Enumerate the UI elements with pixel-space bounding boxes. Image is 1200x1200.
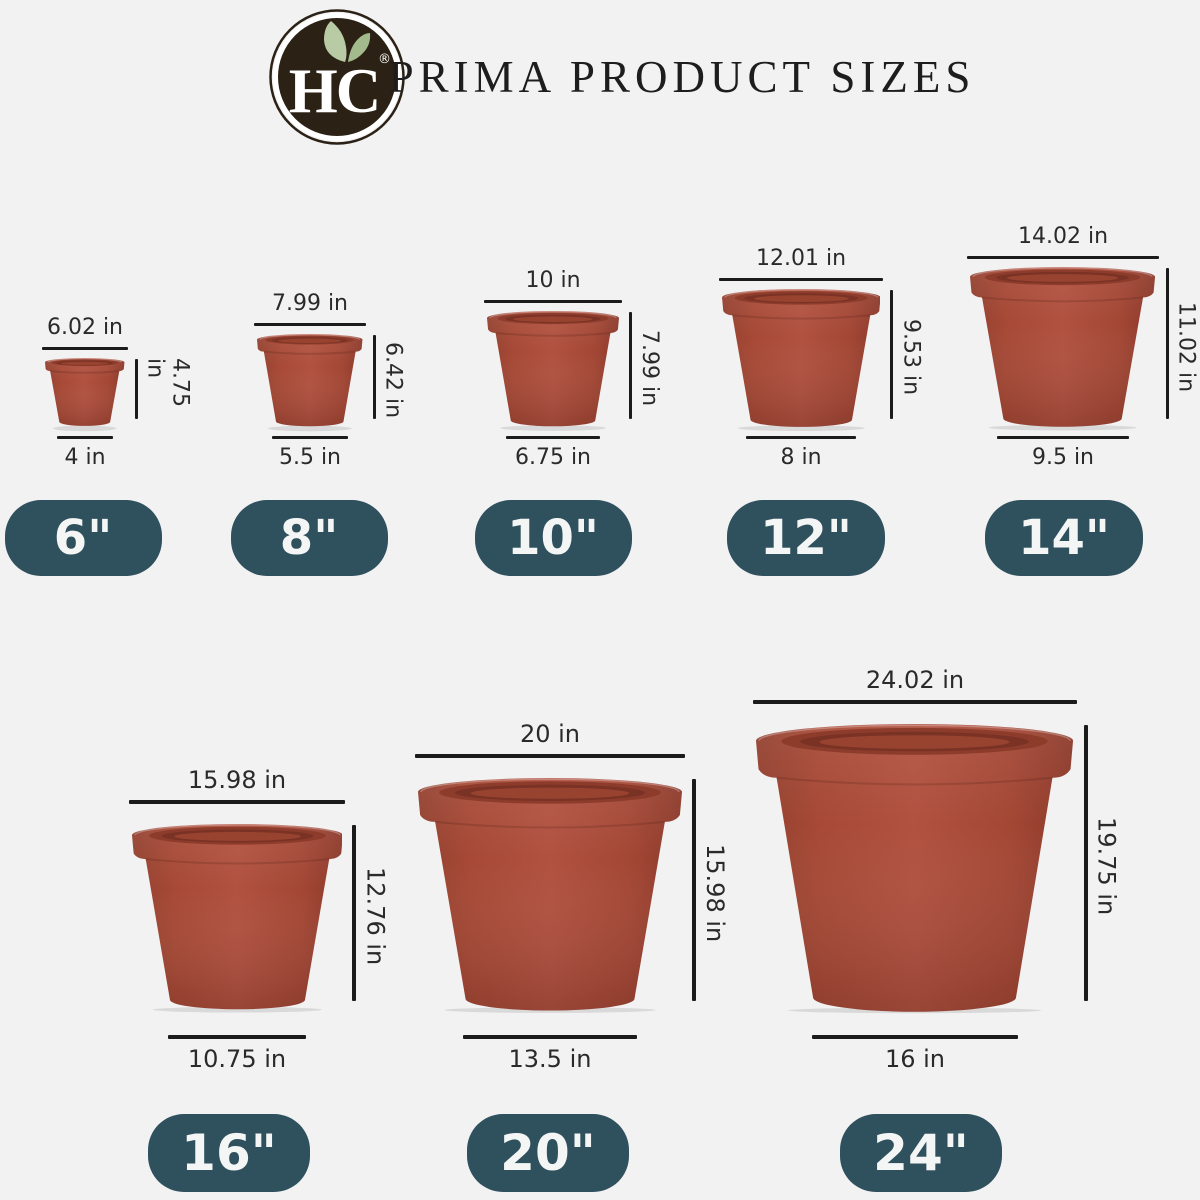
pot-10in bbox=[487, 310, 619, 432]
pot-image bbox=[45, 357, 125, 431]
size-badge-label: 20" bbox=[500, 1124, 596, 1182]
size-badge-label: 10" bbox=[507, 510, 599, 566]
size-badge-16in: 16" bbox=[148, 1114, 310, 1192]
pot-24in bbox=[756, 723, 1074, 1014]
bottom-width-label: 16 in bbox=[884, 1045, 946, 1073]
pot-20in bbox=[418, 777, 682, 1014]
top-width-label: 20 in bbox=[519, 719, 581, 748]
pot-8in bbox=[257, 333, 363, 432]
height-label: 4.75 in bbox=[142, 357, 193, 407]
top-width-line bbox=[967, 256, 1159, 260]
size-badge-24in: 24" bbox=[840, 1114, 1002, 1192]
size-badge-label: 24" bbox=[873, 1124, 969, 1182]
height-line bbox=[890, 289, 894, 419]
size-badge-12in: 12" bbox=[727, 500, 885, 576]
top-width-label: 24.02 in bbox=[865, 665, 965, 694]
bottom-width-line bbox=[462, 1035, 638, 1039]
pot-image bbox=[756, 723, 1074, 1013]
pot-6in bbox=[45, 357, 125, 432]
pot-image bbox=[487, 310, 619, 431]
height-line bbox=[1083, 724, 1088, 1001]
pot-12in bbox=[721, 288, 881, 432]
bottom-width-label: 6.75 in bbox=[514, 445, 592, 470]
bottom-width-label: 9.5 in bbox=[1031, 445, 1095, 470]
top-width-line bbox=[718, 277, 884, 281]
top-width-label: 15.98 in bbox=[187, 766, 287, 795]
pot-14in bbox=[970, 267, 1156, 432]
bottom-width-line bbox=[167, 1035, 307, 1039]
infographic-title: PRIMA PRODUCT SIZES bbox=[388, 52, 976, 102]
height-label: 12.76 in bbox=[361, 867, 390, 966]
size-badge-6in: 6" bbox=[4, 500, 162, 576]
height-line bbox=[629, 311, 632, 419]
height-line bbox=[692, 778, 696, 1001]
height-line bbox=[1165, 268, 1169, 419]
pot-image bbox=[257, 333, 363, 431]
top-width-label: 7.99 in bbox=[271, 290, 349, 316]
pot-image bbox=[418, 777, 682, 1013]
top-width-line bbox=[415, 753, 685, 758]
bottom-width-label: 5.5 in bbox=[278, 445, 342, 470]
height-line bbox=[352, 825, 357, 1001]
size-badge-8in: 8" bbox=[230, 500, 388, 576]
bottom-width-label: 4 in bbox=[64, 445, 106, 470]
size-badge-label: 16" bbox=[181, 1124, 277, 1182]
height-label: 19.75 in bbox=[1092, 816, 1121, 915]
size-badge-label: 8" bbox=[279, 510, 339, 566]
pot-16in bbox=[131, 824, 343, 1014]
top-width-label: 6.02 in bbox=[46, 314, 124, 340]
logo-initials: HC bbox=[289, 56, 380, 126]
pot-image bbox=[970, 267, 1156, 431]
leaf-icon bbox=[324, 21, 371, 62]
top-width-line bbox=[254, 322, 366, 326]
top-width-label: 14.02 in bbox=[1017, 224, 1109, 250]
size-badge-10in: 10" bbox=[474, 500, 632, 576]
size-badge-20in: 20" bbox=[467, 1114, 629, 1192]
pot-image bbox=[131, 824, 343, 1013]
bottom-width-label: 13.5 in bbox=[508, 1045, 592, 1073]
size-badge-label: 12" bbox=[760, 510, 852, 566]
bottom-width-label: 10.75 in bbox=[187, 1045, 287, 1073]
top-width-line bbox=[42, 346, 128, 350]
bottom-width-line bbox=[997, 436, 1129, 439]
bottom-width-line bbox=[57, 436, 113, 439]
top-width-line bbox=[128, 800, 346, 805]
top-width-label: 10 in bbox=[525, 267, 581, 293]
top-width-line bbox=[753, 699, 1077, 704]
size-badge-label: 6" bbox=[53, 510, 113, 566]
bottom-width-line bbox=[811, 1035, 1019, 1039]
bottom-width-line bbox=[745, 436, 857, 439]
height-line bbox=[372, 334, 376, 419]
size-badge-label: 14" bbox=[1018, 510, 1110, 566]
height-label: 9.53 in bbox=[898, 319, 924, 396]
bottom-width-line bbox=[506, 436, 600, 439]
bottom-width-label: 8 in bbox=[780, 445, 822, 470]
top-width-label: 12.01 in bbox=[755, 245, 847, 271]
pot-image bbox=[721, 288, 881, 431]
brand-logo: HC ® bbox=[269, 9, 405, 145]
bottom-width-line bbox=[272, 436, 348, 439]
top-width-line bbox=[484, 299, 622, 303]
height-line bbox=[134, 358, 138, 419]
size-badge-14in: 14" bbox=[985, 500, 1143, 576]
height-label: 15.98 in bbox=[701, 843, 729, 943]
height-label: 6.42 in bbox=[380, 341, 406, 418]
registered-mark: ® bbox=[378, 52, 391, 67]
height-label: 11.02 in bbox=[1173, 301, 1199, 392]
height-label: 7.99 in bbox=[637, 330, 662, 407]
